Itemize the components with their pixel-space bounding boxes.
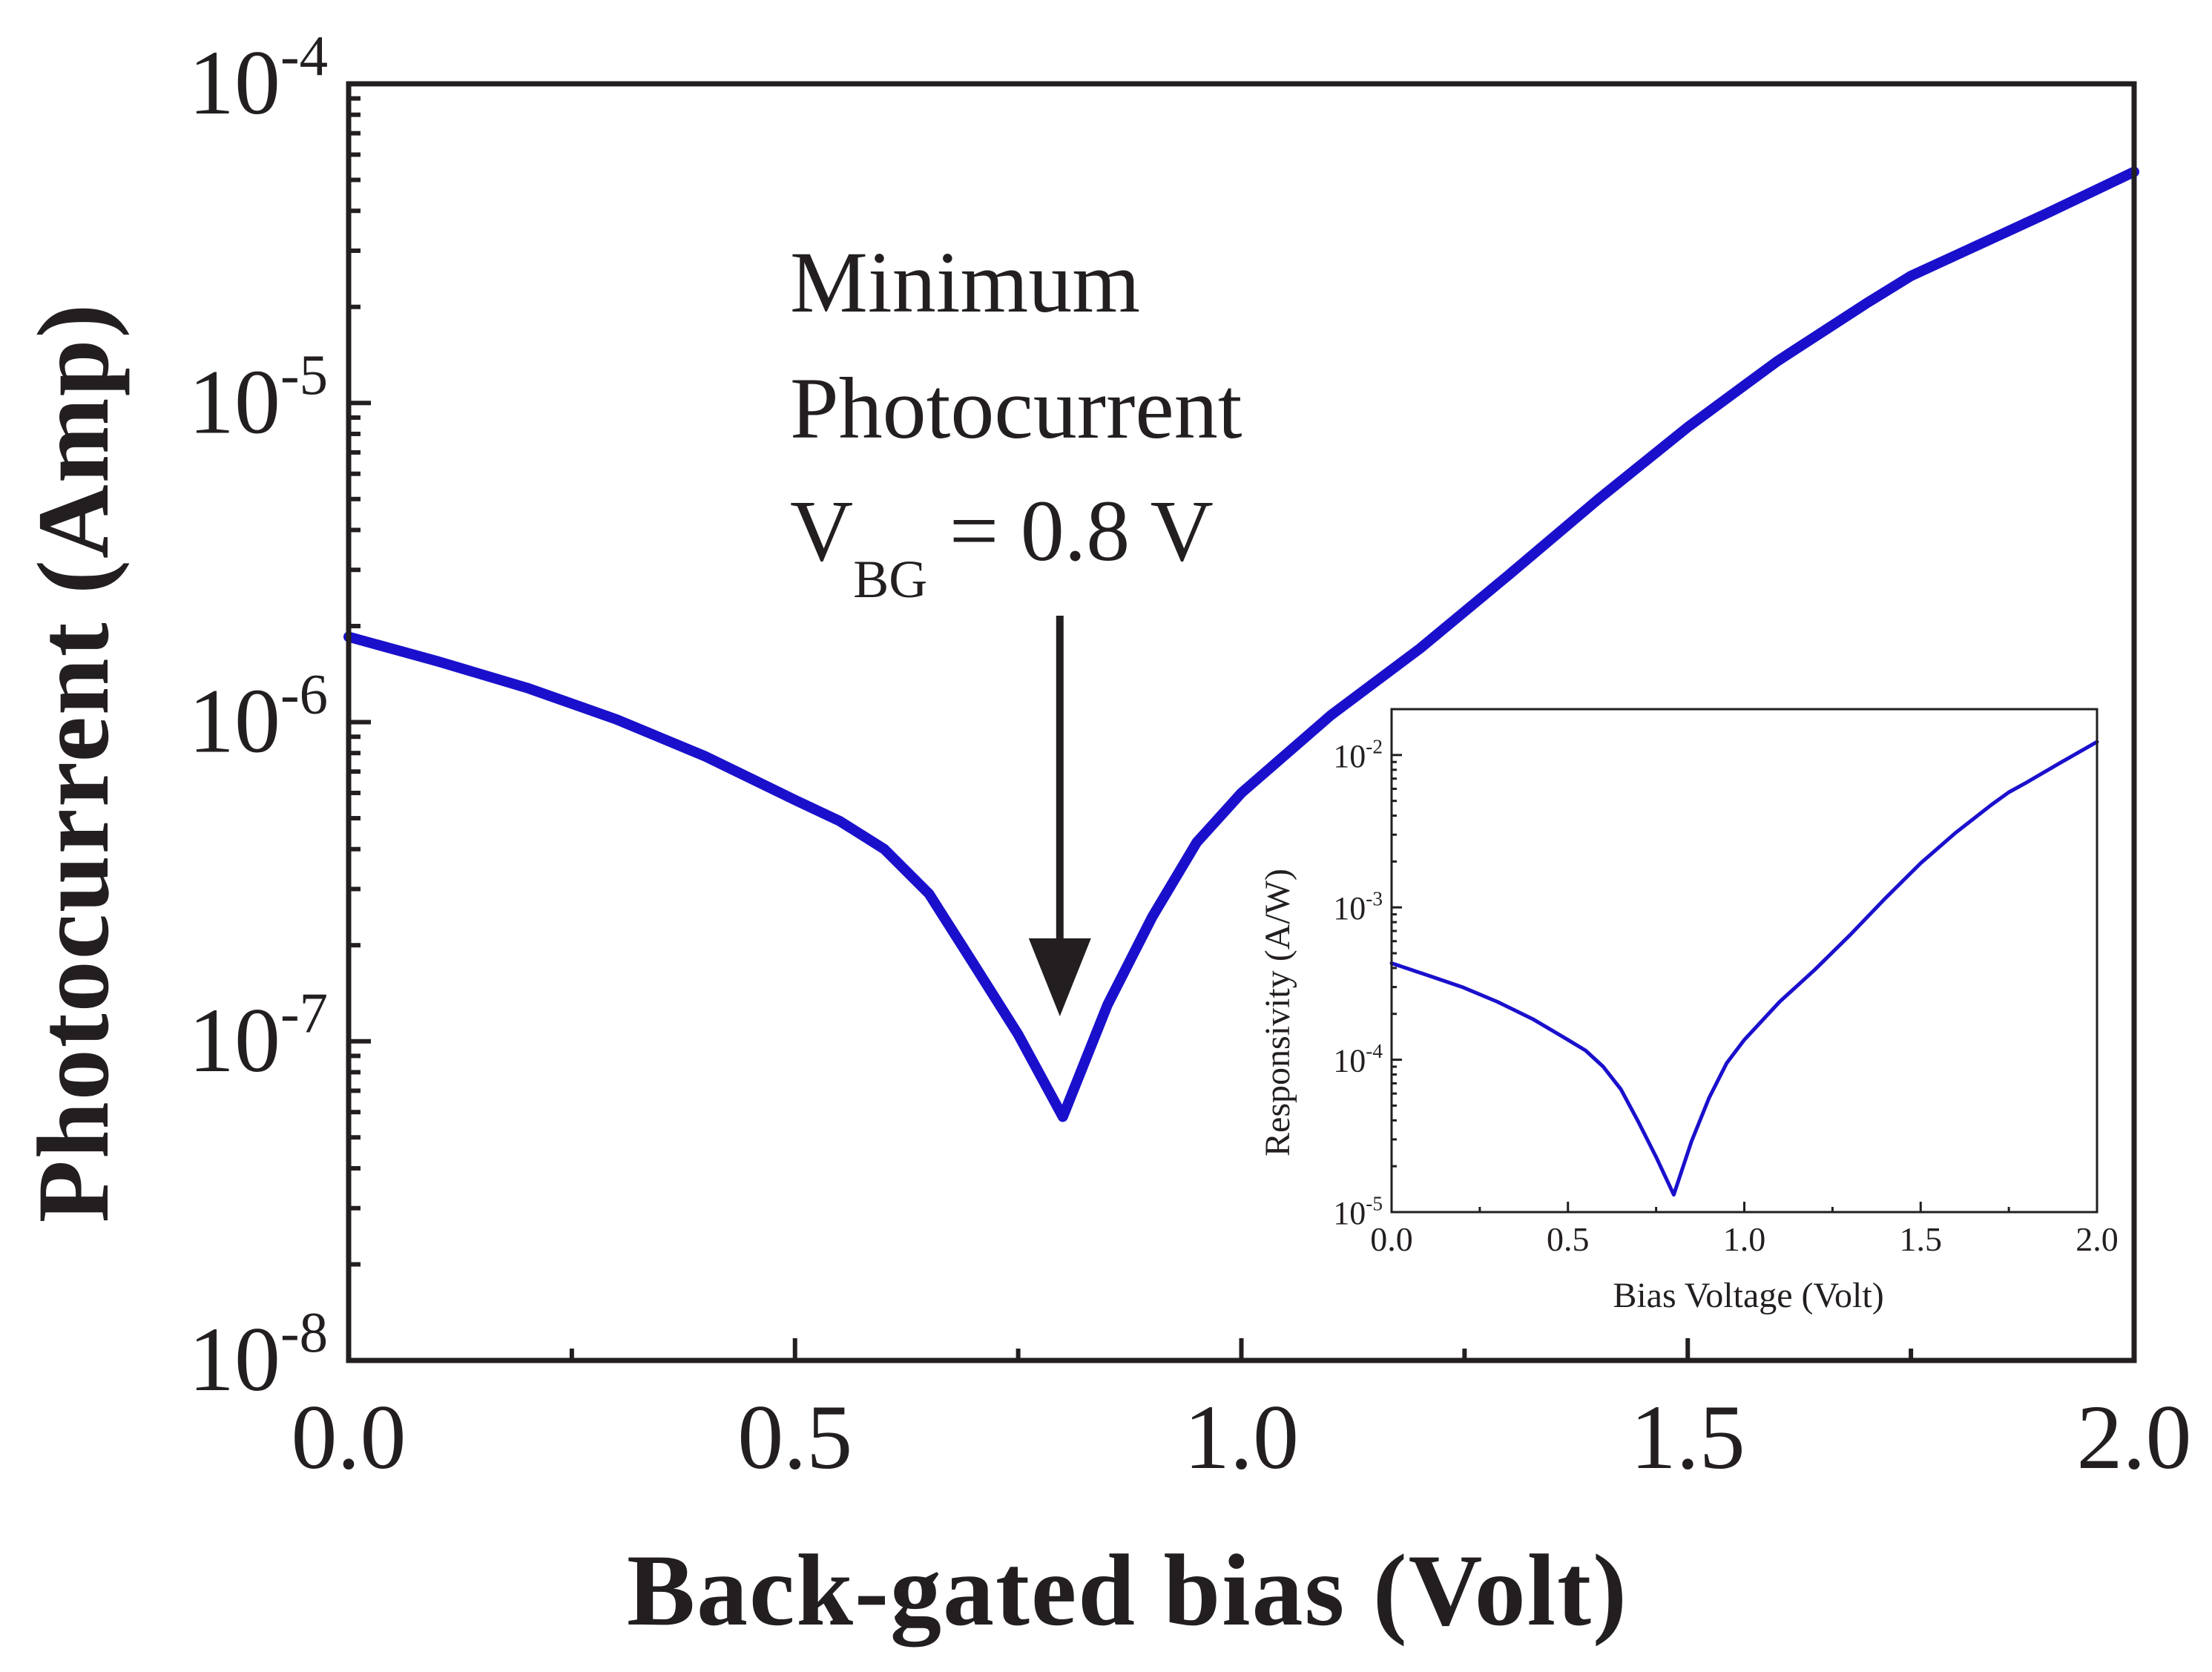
- main-x-tick-label: 0.0: [292, 1386, 406, 1488]
- inset-background: [1392, 709, 2097, 1212]
- annotation-line-1: Minimum: [790, 234, 1140, 331]
- main-y-axis-label: Photocurrent (Amp): [16, 303, 130, 1223]
- inset-x-tick-label: 2.0: [2076, 1220, 2119, 1258]
- main-y-tick-exponent: -7: [280, 982, 328, 1045]
- inset-y-tick-exponent: -3: [1366, 888, 1383, 910]
- inset-y-tick-base: 10: [1333, 1195, 1366, 1231]
- arrow-head: [1028, 938, 1091, 1016]
- inset-x-tick-labels: 0.0 0.5 1.0 1.5 2.0: [1370, 1220, 2119, 1258]
- inset-y-tick-exponent: -2: [1366, 735, 1383, 757]
- main-y-tick-exponent: -5: [280, 343, 328, 407]
- main-y-tick-labels: 10-810-710-610-510-4: [188, 24, 328, 1410]
- main-x-tick-label: 1.5: [1630, 1386, 1745, 1488]
- annotation-vbg: VBG = 0.8 V: [790, 482, 1214, 609]
- inset-series-line: [1389, 740, 2099, 1197]
- annotation-v-equals: = 0.8 V: [927, 482, 1214, 579]
- inset-x-axis-label: Bias Voltage (Volt): [1613, 1276, 1883, 1315]
- inset-y-tick-label: 10-2: [1333, 735, 1383, 774]
- inset-y-axis-label: Responsivity (A/W): [1258, 869, 1297, 1156]
- main-y-tick-base: 10: [188, 671, 280, 772]
- main-y-tick-label: 10-6: [188, 662, 328, 771]
- inset-ticks: [1390, 708, 2099, 1214]
- main-ticks: [346, 82, 2136, 1363]
- main-y-tick-base: 10: [188, 351, 280, 452]
- main-y-tick-exponent: -8: [280, 1301, 328, 1364]
- inset-y-tick-base: 10: [1333, 890, 1366, 926]
- main-y-tick-label: 10-5: [188, 343, 328, 452]
- inset-x-tick-label: 1.5: [1900, 1220, 1943, 1258]
- main-x-tick-labels: 0.0 0.5 1.0 1.5 2.0: [292, 1386, 2192, 1488]
- main-y-tick-exponent: -6: [280, 662, 328, 725]
- inset-y-tick-label: 10-5: [1333, 1193, 1383, 1231]
- inset-y-tick-exponent: -4: [1366, 1040, 1383, 1062]
- main-x-tick-label: 0.5: [737, 1386, 852, 1488]
- main-x-axis-label: Back-gated bias (Volt): [627, 1533, 1628, 1647]
- main-y-tick-base: 10: [188, 1309, 280, 1410]
- annotation-v-subscript: BG: [853, 550, 927, 609]
- inset-y-tick-exponent: -5: [1366, 1193, 1383, 1215]
- inset-y-tick-label: 10-4: [1333, 1040, 1383, 1079]
- inset-y-tick-base: 10: [1333, 738, 1366, 774]
- inset-y-tick-labels: 10-510-410-310-2: [1333, 735, 1383, 1231]
- main-series-line: [343, 166, 2139, 1122]
- inset-y-tick-label: 10-3: [1333, 888, 1383, 926]
- annotation-line-2: Photocurrent: [790, 360, 1242, 457]
- main-y-tick-base: 10: [188, 32, 280, 134]
- main-y-tick-base: 10: [188, 990, 280, 1091]
- main-y-tick-label: 10-7: [188, 982, 328, 1091]
- inset-y-tick-base: 10: [1333, 1043, 1366, 1079]
- main-x-tick-label: 1.0: [1184, 1386, 1299, 1488]
- main-y-tick-label: 10-8: [188, 1301, 328, 1410]
- main-y-tick-exponent: -4: [280, 24, 328, 88]
- inset-x-tick-label: 0.5: [1547, 1220, 1590, 1258]
- inset-x-tick-label: 0.0: [1370, 1220, 1413, 1258]
- main-y-tick-label: 10-4: [188, 24, 328, 134]
- inset-x-tick-label: 1.0: [1723, 1220, 1766, 1258]
- annotation-v: V: [790, 482, 853, 579]
- inset-chart: 0.0 0.5 1.0 1.5 2.0 10-510-410-310-2 Bias Vo…: [1258, 708, 2119, 1315]
- main-x-tick-label: 2.0: [2077, 1386, 2192, 1488]
- annotation: Minimum Photocurrent VBG = 0.8 V: [790, 234, 1242, 1016]
